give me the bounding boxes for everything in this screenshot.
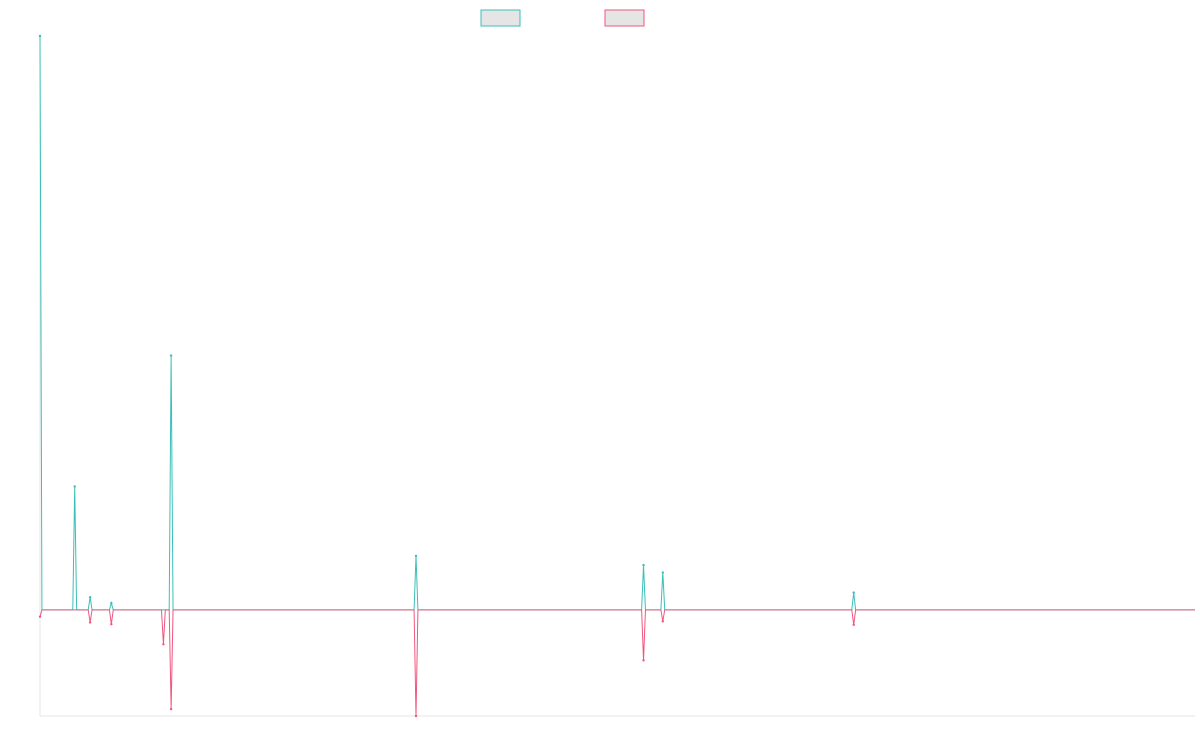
data-point[interactable] (642, 659, 645, 662)
data-point[interactable] (414, 554, 418, 558)
data-point[interactable] (852, 591, 855, 594)
data-point[interactable] (642, 563, 645, 567)
series-layer (39, 35, 1195, 717)
data-point[interactable] (162, 643, 165, 646)
legend (480, 9, 645, 27)
series-line-1[interactable] (39, 35, 1195, 611)
data-point[interactable] (73, 485, 76, 488)
legend-swatch-series-2[interactable] (604, 9, 645, 27)
data-point[interactable] (88, 596, 92, 599)
data-point[interactable] (414, 714, 418, 718)
axes (39, 36, 1195, 717)
data-point[interactable] (88, 621, 92, 624)
series-line-2[interactable] (39, 609, 1195, 717)
data-point[interactable] (38, 615, 42, 618)
data-point[interactable] (110, 601, 113, 605)
data-point[interactable] (110, 622, 113, 626)
legend-swatch-series-1[interactable] (480, 9, 521, 27)
data-point[interactable] (661, 620, 665, 623)
data-point[interactable] (38, 34, 42, 38)
data-point[interactable] (169, 354, 173, 357)
data-point[interactable] (852, 623, 855, 626)
data-point[interactable] (169, 707, 173, 711)
point-layer (38, 34, 855, 718)
data-point[interactable] (661, 571, 665, 574)
